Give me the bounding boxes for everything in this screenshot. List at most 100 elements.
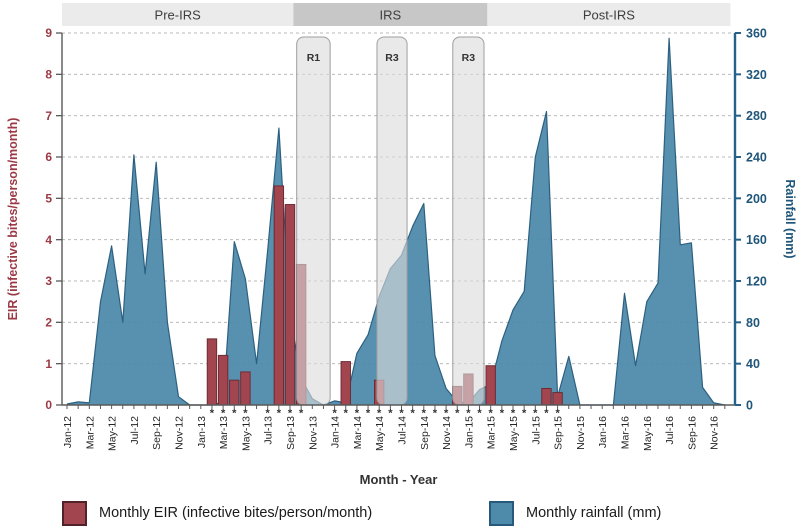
chart-legend: Monthly EIR (infective bites/person/mont… xyxy=(0,496,800,530)
left-axis-tick-label: 4 xyxy=(45,233,52,247)
x-axis-label-Jul-12: Jul-12 xyxy=(129,416,141,445)
x-axis-label-Sep-12: Sep-12 xyxy=(151,416,163,450)
collection-asterisk-Aug-13: * xyxy=(277,408,282,420)
collection-asterisk-Jan-15: * xyxy=(466,408,471,420)
eir-bar-May-13 xyxy=(240,371,251,406)
collection-asterisk-Jun-15: * xyxy=(522,408,527,420)
left-axis-title: EIR (infective bites/person/month) xyxy=(6,118,20,321)
x-axis-label-Nov-12: Nov-12 xyxy=(174,416,186,450)
x-axis-label-Mar-16: Mar-16 xyxy=(620,416,632,449)
eir-bar-Feb-14 xyxy=(340,361,351,406)
x-axis-label-Jan-12: Jan-12 xyxy=(62,416,74,448)
collection-asterisk-Oct-13: * xyxy=(299,408,304,420)
irs-round-band-r3-2 xyxy=(452,36,485,406)
left-axis-tick-label: 0 xyxy=(45,398,52,412)
collection-asterisk-Mar-13: * xyxy=(221,408,226,420)
left-axis-tick-label: 2 xyxy=(45,316,52,330)
left-axis-tick-label: 5 xyxy=(45,192,52,206)
left-axis-tick-label: 6 xyxy=(45,150,52,164)
left-axis-tick-label: 1 xyxy=(45,357,52,371)
irs-round-band-r3-1 xyxy=(376,36,408,406)
collection-asterisk-Jul-15: * xyxy=(533,408,538,420)
right-axis-tick-label: 240 xyxy=(746,151,767,165)
period-band-post-irs xyxy=(487,3,731,26)
x-axis-label-Jul-13: Jul-13 xyxy=(263,416,275,445)
eir-bar-Feb-13 xyxy=(206,338,218,406)
left-axis-tick-label: 9 xyxy=(45,26,52,40)
period-label-irs: IRS xyxy=(380,8,402,23)
x-axis-label-Nov-15: Nov-15 xyxy=(575,416,587,450)
x-axis-label-Jan-16: Jan-16 xyxy=(597,416,609,448)
x-axis-label-Jul-15: Jul-15 xyxy=(530,416,542,445)
collection-asterisk-Apr-14: * xyxy=(366,408,371,420)
x-axis-label-Jan-15: Jan-15 xyxy=(463,416,475,448)
rainfall-legend-swatch xyxy=(489,500,514,526)
collection-asterisk-Oct-14: * xyxy=(433,408,438,420)
x-axis-label-Mar-14: Mar-14 xyxy=(352,416,364,449)
collection-asterisk-Apr-15: * xyxy=(500,408,505,420)
rainfall-area xyxy=(67,38,725,405)
irs-round-label-0: R1 xyxy=(307,52,321,64)
collection-asterisk-May-15: * xyxy=(511,408,516,420)
collection-asterisk-Jul-14: * xyxy=(399,408,404,420)
collection-asterisk-Aug-14: * xyxy=(411,408,416,420)
x-axis-label-Nov-16: Nov-16 xyxy=(709,416,721,450)
collection-asterisk-Jan-14: * xyxy=(332,408,337,420)
collection-asterisk-Mar-14: * xyxy=(355,408,360,420)
x-axis-label-May-13: May-13 xyxy=(240,416,252,451)
x-axis-label-May-16: May-16 xyxy=(642,416,654,451)
eir-bar-Mar-15 xyxy=(485,365,496,406)
irs-round-label-1: R3 xyxy=(385,52,399,64)
x-axis-title: Month - Year xyxy=(360,472,438,487)
eir-bar-Mar-13 xyxy=(217,354,229,406)
right-axis-tick-label: 160 xyxy=(746,233,767,247)
left-axis-tick-label: 3 xyxy=(45,274,52,288)
collection-asterisk-Jul-13: * xyxy=(266,408,271,420)
rainfall-legend-label: Monthly rainfall (mm) xyxy=(526,505,662,521)
collection-asterisk-Sep-13: * xyxy=(288,408,293,420)
right-axis-tick-label: 80 xyxy=(746,316,760,330)
x-axis-label-Jul-14: Jul-14 xyxy=(397,416,409,445)
x-axis-label-Nov-14: Nov-14 xyxy=(441,416,453,450)
left-axis-tick-label: 8 xyxy=(45,68,52,82)
right-axis-title: Rainfall (mm) xyxy=(783,179,797,258)
eir-legend-label: Monthly EIR (infective bites/person/mont… xyxy=(99,505,373,521)
x-axis-label-May-14: May-14 xyxy=(374,416,386,451)
eir-legend-swatch xyxy=(62,500,87,526)
x-axis-label-Jan-13: Jan-13 xyxy=(196,416,208,448)
x-axis-label-Mar-12: Mar-12 xyxy=(84,416,96,449)
eir-bar-Aug-13 xyxy=(273,185,285,406)
right-axis-tick-label: 40 xyxy=(746,357,760,371)
eir-bar-Sep-15 xyxy=(552,392,563,406)
collection-asterisk-Nov-14: * xyxy=(444,408,449,420)
eir-bar-Apr-13 xyxy=(229,379,240,406)
right-axis-tick-label: 200 xyxy=(746,192,767,206)
right-axis-tick-label: 120 xyxy=(746,275,767,289)
legend-item-eir: Monthly EIR (infective bites/person/mont… xyxy=(62,498,372,528)
legend-item-rainfall: Monthly rainfall (mm) xyxy=(489,498,661,528)
x-axis-label-Sep-16: Sep-16 xyxy=(686,416,698,450)
collection-asterisk-Apr-13: * xyxy=(232,408,237,420)
period-band-pre-irs xyxy=(61,3,294,26)
collection-asterisk-Sep-15: * xyxy=(555,408,560,420)
collection-asterisk-Dec-14: * xyxy=(455,408,460,420)
collection-asterisk-Aug-15: * xyxy=(544,408,549,420)
x-axis-label-Nov-13: Nov-13 xyxy=(307,416,319,450)
period-label-post-irs: Post-IRS xyxy=(583,8,635,23)
x-axis-label-May-15: May-15 xyxy=(508,416,520,451)
collection-asterisk-Feb-14: * xyxy=(344,408,349,420)
collection-asterisk-May-14: * xyxy=(377,408,382,420)
right-axis-tick-label: 280 xyxy=(746,109,767,123)
right-axis-tick-label: 0 xyxy=(746,399,753,413)
right-axis-tick-label: 360 xyxy=(746,27,767,41)
right-axis-tick-label: 320 xyxy=(746,68,767,82)
irs-round-band-r1-0 xyxy=(296,36,331,406)
collection-asterisk-Jun-14: * xyxy=(388,408,393,420)
irs-round-label-2: R3 xyxy=(462,52,476,64)
collection-asterisk-May-13: * xyxy=(243,408,248,420)
eir-bar-Aug-15 xyxy=(541,387,552,406)
x-axis-label-Jan-14: Jan-14 xyxy=(330,416,342,448)
collection-asterisk-Feb-13: * xyxy=(210,408,215,420)
